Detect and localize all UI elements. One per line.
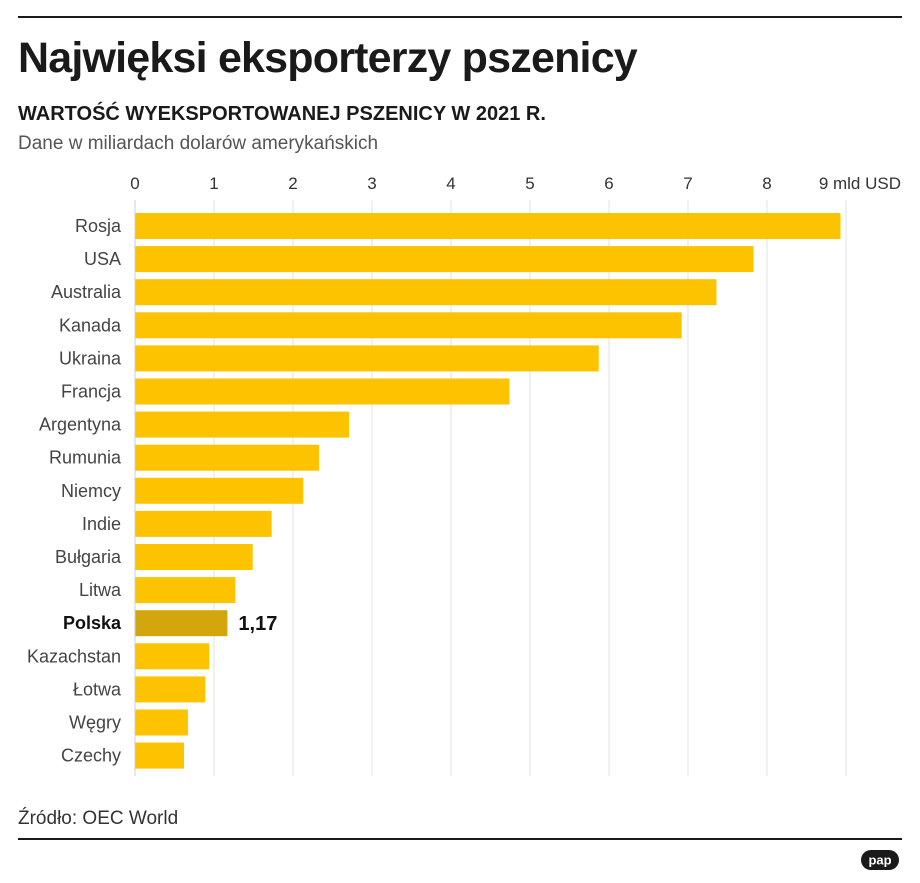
category-label: Indie [82, 514, 121, 534]
category-label: Łotwa [73, 679, 122, 699]
bar-0 [135, 213, 841, 239]
highlight-value-label: 1,17 [238, 613, 277, 635]
x-tick-label: 0 [130, 174, 139, 193]
bar-11 [135, 577, 236, 604]
x-tick-label: 5 [525, 174, 534, 193]
category-label: Ukraina [59, 348, 122, 368]
units-note: Dane w miliardach dolarów amerykańskich [18, 133, 379, 154]
category-label: Litwa [79, 580, 122, 600]
category-label: USA [84, 249, 121, 269]
category-label: Kazachstan [27, 646, 121, 666]
x-tick-label: 7 [683, 174, 692, 193]
category-label: Kanada [59, 315, 122, 335]
bar-10 [135, 544, 253, 570]
category-label: Polska [63, 613, 122, 633]
bar-9 [135, 510, 272, 537]
category-label: Rumunia [49, 448, 122, 468]
pap-logo: pap [861, 850, 899, 870]
bar-8 [135, 477, 304, 504]
bar-12 [135, 610, 228, 637]
category-label: Rosja [75, 216, 122, 236]
bar-2 [135, 279, 717, 306]
x-tick-label: 6 [604, 174, 613, 193]
bar-15 [135, 709, 188, 736]
bottom-rule [18, 838, 902, 840]
bar-13 [135, 643, 210, 670]
bar-5 [135, 378, 510, 405]
chart-title: Najwięksi eksporterzy pszenicy [18, 34, 638, 82]
bar-chart: 0 1 2 3 4 5 6 7 8 9 mld USD Rosja USA Australia Kanad… [27, 174, 901, 776]
top-rule [18, 16, 902, 18]
x-tick-label: 4 [446, 174, 455, 193]
bar-3 [135, 312, 682, 339]
bar-1 [135, 246, 754, 273]
bar-7 [135, 444, 320, 471]
logo-text: pap [868, 853, 891, 868]
bar-4 [135, 345, 599, 372]
category-label: Węgry [69, 713, 121, 733]
source-note: Źródło: OEC World [18, 808, 179, 829]
category-label: Bułgaria [55, 547, 122, 567]
category-label: Niemcy [61, 481, 121, 501]
x-tick-label: 8 [762, 174, 771, 193]
x-tick-label: 2 [288, 174, 297, 193]
category-label: Czechy [61, 746, 121, 766]
bar-16 [135, 742, 184, 769]
x-tick-label: 9 mld USD [819, 174, 901, 193]
x-tick-label: 3 [367, 174, 376, 193]
bar-14 [135, 676, 206, 703]
bar-6 [135, 411, 350, 438]
x-tick-label: 1 [209, 174, 218, 193]
category-label: Australia [51, 282, 122, 302]
chart-subtitle: WARTOŚĆ WYEKSPORTOWANEJ PSZENICY W 2021 … [18, 103, 546, 125]
category-label: Francja [61, 382, 122, 402]
category-label: Argentyna [39, 415, 122, 435]
